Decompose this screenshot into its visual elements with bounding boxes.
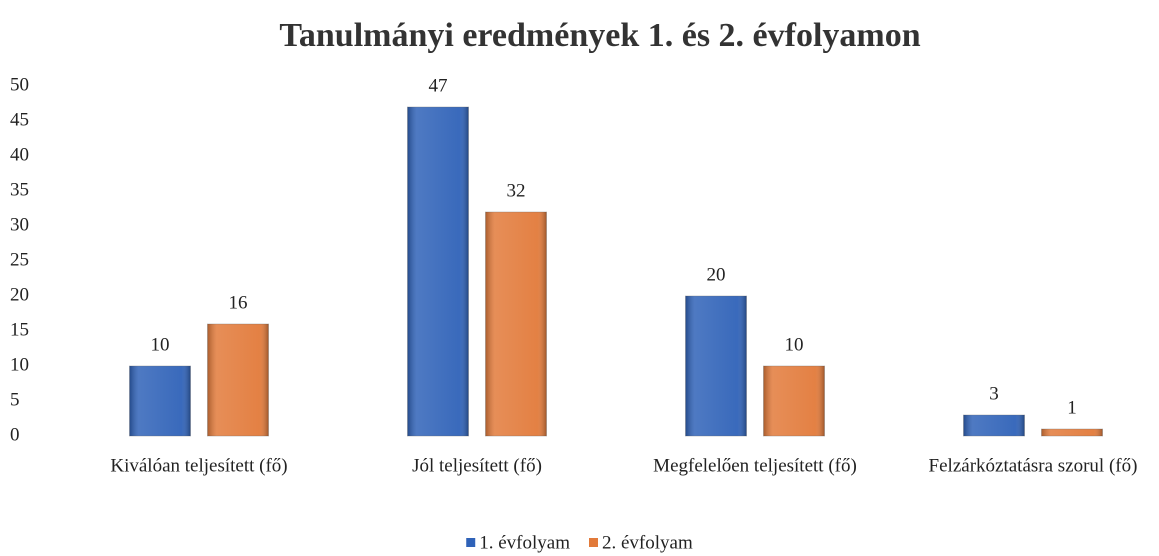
bar-shade xyxy=(963,415,1025,436)
bar-shade xyxy=(1041,429,1103,436)
y-tick-label: 50 xyxy=(10,74,29,95)
y-tick-label: 0 xyxy=(10,424,20,445)
chart-title: Tanulmányi eredmények 1. és 2. évfolyamo… xyxy=(279,17,920,54)
y-tick-label: 10 xyxy=(10,354,29,375)
bar-shade xyxy=(407,107,469,436)
y-tick-label: 15 xyxy=(10,319,29,340)
x-tick-label: Megfelelően teljesített (fő) xyxy=(653,455,857,476)
y-tick-label: 45 xyxy=(10,109,29,130)
y-tick-label: 5 xyxy=(10,389,20,410)
bar-shade xyxy=(129,366,191,436)
y-tick-label: 25 xyxy=(10,249,29,270)
legend-swatch xyxy=(589,538,598,547)
value-label: 3 xyxy=(989,383,999,404)
legend-swatch xyxy=(466,538,476,547)
x-tick-label: Kiválóan teljesített (fő) xyxy=(110,455,287,476)
value-label: 47 xyxy=(429,75,448,96)
value-label: 32 xyxy=(507,180,526,201)
value-label: 1 xyxy=(1067,397,1077,418)
y-tick-label: 20 xyxy=(10,284,29,305)
value-label: 16 xyxy=(229,292,248,313)
bar-shade xyxy=(685,296,747,436)
legend-label: 1. évfolyam xyxy=(479,532,570,553)
y-tick-label: 30 xyxy=(10,214,29,235)
y-tick-label: 40 xyxy=(10,144,29,165)
value-label: 20 xyxy=(707,264,726,285)
y-tick-label: 35 xyxy=(10,179,29,200)
x-tick-label: Jól teljesített (fő) xyxy=(412,455,542,476)
value-label: 10 xyxy=(785,334,804,355)
bar-shade xyxy=(763,366,825,436)
x-tick-label: Felzárkóztatásra szorul (fő) xyxy=(929,455,1138,476)
bar-shade xyxy=(207,324,269,436)
legend-label: 2. évfolyam xyxy=(602,532,693,553)
value-label: 10 xyxy=(151,334,170,355)
bar-shade xyxy=(485,212,547,436)
